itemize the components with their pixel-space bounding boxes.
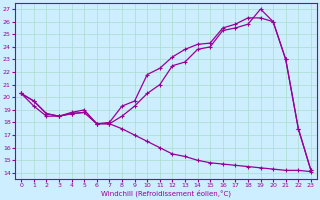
X-axis label: Windchill (Refroidissement éolien,°C): Windchill (Refroidissement éolien,°C) xyxy=(101,190,231,197)
